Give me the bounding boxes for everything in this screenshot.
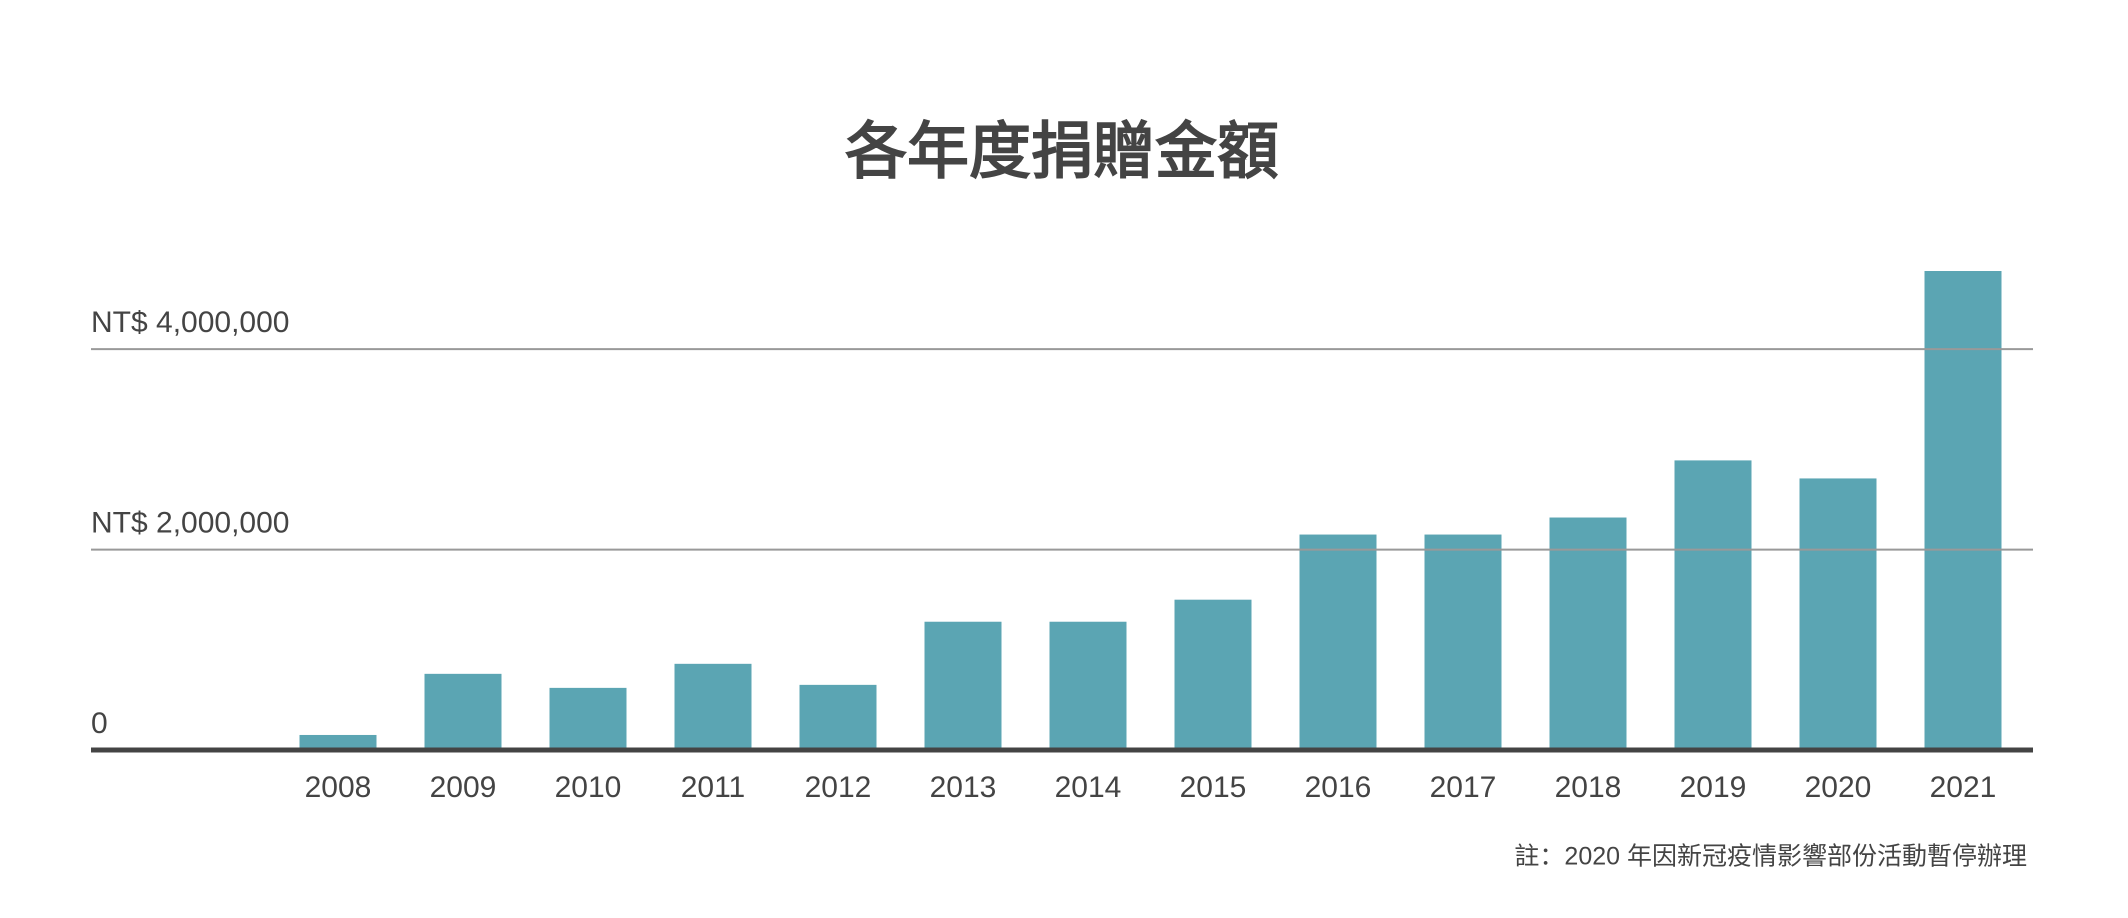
bar xyxy=(1299,534,1377,750)
bar xyxy=(1049,621,1127,750)
y-tick-label: NT$ 4,000,000 xyxy=(91,306,289,339)
x-tick-label: 2021 xyxy=(1930,771,1997,804)
x-tick-label: 2010 xyxy=(555,771,622,804)
bar xyxy=(1799,478,1877,750)
bar xyxy=(924,621,1002,750)
x-tick-label: 2008 xyxy=(305,771,372,804)
bar xyxy=(799,684,877,750)
x-tick-label: 2017 xyxy=(1430,771,1497,804)
x-tick-label: 2013 xyxy=(930,771,997,804)
bar xyxy=(424,673,502,750)
y-tick-label: 0 xyxy=(91,707,108,740)
x-tick-label: 2016 xyxy=(1305,771,1372,804)
chart-note: 註：2020 年因新冠疫情影響部份活動暫停辦理 xyxy=(1514,843,2027,871)
x-tick-label: 2019 xyxy=(1680,771,1747,804)
bar xyxy=(1924,271,2002,750)
bar xyxy=(549,687,627,750)
x-tick-label: 2009 xyxy=(430,771,497,804)
bar xyxy=(674,663,752,750)
bar xyxy=(1674,460,1752,750)
y-tick-label: NT$ 2,000,000 xyxy=(91,507,289,540)
x-tick-label: 2012 xyxy=(805,771,872,804)
bar xyxy=(1174,599,1252,750)
x-tick-label: 2020 xyxy=(1805,771,1872,804)
x-tick-label: 2011 xyxy=(681,771,746,804)
bar xyxy=(299,734,377,750)
chart-title: 各年度捐贈金額 xyxy=(845,117,1279,186)
x-tick-label: 2015 xyxy=(1180,771,1247,804)
x-tick-label: 2014 xyxy=(1055,771,1122,804)
x-tick-label: 2018 xyxy=(1555,771,1622,804)
bar xyxy=(1549,517,1627,750)
bar xyxy=(1424,534,1502,750)
